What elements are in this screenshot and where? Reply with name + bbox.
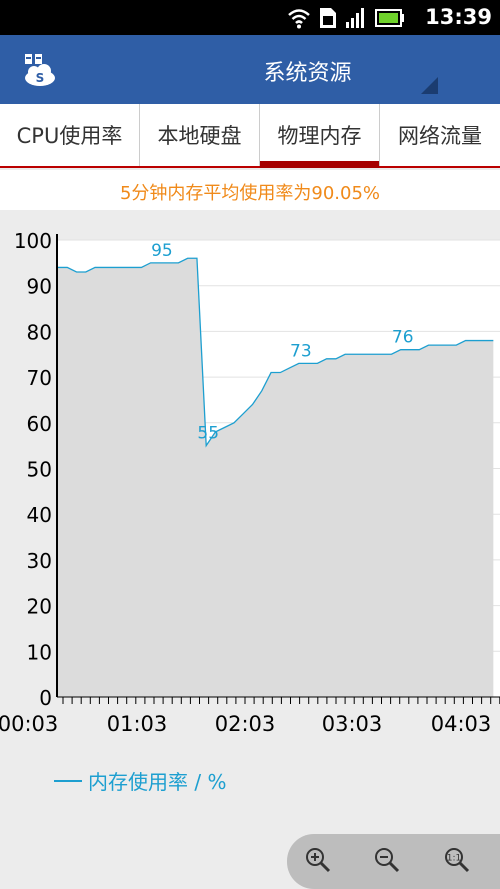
chart-legend: 内存使用率 / %	[54, 766, 226, 795]
y-tick-label: 40	[27, 503, 52, 527]
memory-average-summary: 5分钟内存平均使用率为90.05%	[0, 170, 500, 210]
battery-icon	[375, 9, 404, 27]
chart-labels: 95 55 73 76	[151, 241, 413, 444]
data-label: 73	[290, 341, 312, 361]
chart-area	[58, 257, 494, 697]
tab-label: CPU使用率	[16, 124, 123, 148]
svg-text:S: S	[36, 71, 45, 85]
x-tick-label: 02:03	[215, 712, 276, 736]
x-tick-label: 03:03	[322, 712, 383, 736]
legend-line-swatch	[54, 779, 82, 782]
sim-card-icon	[320, 8, 336, 28]
x-tick-label: 04:03	[431, 712, 492, 736]
tab-local-disk[interactable]: 本地硬盘	[140, 104, 260, 166]
y-tick-label: 70	[27, 366, 52, 390]
y-tick-label: 100	[14, 229, 52, 253]
wifi-icon	[288, 9, 310, 29]
svg-text:1:1: 1:1	[447, 854, 461, 864]
signal-icon	[346, 8, 364, 28]
dropdown-indicator-icon[interactable]	[421, 77, 438, 94]
tab-bar: CPU使用率 本地硬盘 物理内存 网络流量	[0, 104, 500, 168]
legend-label: 内存使用率 / %	[88, 770, 227, 794]
status-bar: 13:39	[0, 0, 500, 35]
tab-label: 本地硬盘	[157, 124, 242, 148]
y-tick-label: 20	[27, 595, 52, 619]
y-tick-label: 90	[27, 275, 52, 299]
tab-cpu-usage[interactable]: CPU使用率	[0, 104, 140, 166]
series-line	[58, 257, 494, 448]
x-tick-label: 01:03	[107, 712, 168, 736]
app-title: 系统资源	[263, 61, 352, 86]
tab-network-traffic[interactable]: 网络流量	[380, 104, 500, 166]
tab-label: 网络流量	[398, 124, 482, 148]
zoom-in-icon[interactable]	[304, 846, 332, 874]
tab-physical-memory[interactable]: 物理内存	[260, 104, 380, 168]
data-label: 95	[151, 241, 173, 261]
y-tick-label: 50	[27, 458, 52, 482]
zoom-out-icon[interactable]	[373, 846, 401, 874]
status-time: 13:39	[425, 5, 492, 29]
y-tick-label: 30	[27, 549, 52, 573]
tab-label: 物理内存	[277, 124, 362, 148]
y-tick-label: 80	[27, 320, 52, 344]
app-bar: S 系统资源	[0, 35, 500, 104]
series-area-fill	[58, 258, 494, 697]
data-label: 76	[392, 328, 414, 348]
data-label: 55	[197, 424, 219, 444]
x-tick-label: 00:03	[0, 712, 58, 736]
y-tick-label: 10	[27, 640, 52, 664]
zoom-reset-icon[interactable]: 1:1	[443, 846, 471, 874]
zoom-controls: 1:1	[287, 834, 500, 889]
chart-axes: 0 10 20 30 40 50 60 70 80 90 100 00:03 01:03 02:03 03:…	[0, 229, 500, 736]
memory-usage-chart: 0 10 20 30 40 50 60 70 80 90 100 00:03 01:03 02:03 03:…	[0, 229, 500, 736]
status-icons	[287, 6, 405, 30]
y-tick-label: 60	[27, 412, 52, 436]
app-logo-icon[interactable]: S	[22, 52, 58, 88]
y-tick-label: 0	[39, 686, 52, 710]
